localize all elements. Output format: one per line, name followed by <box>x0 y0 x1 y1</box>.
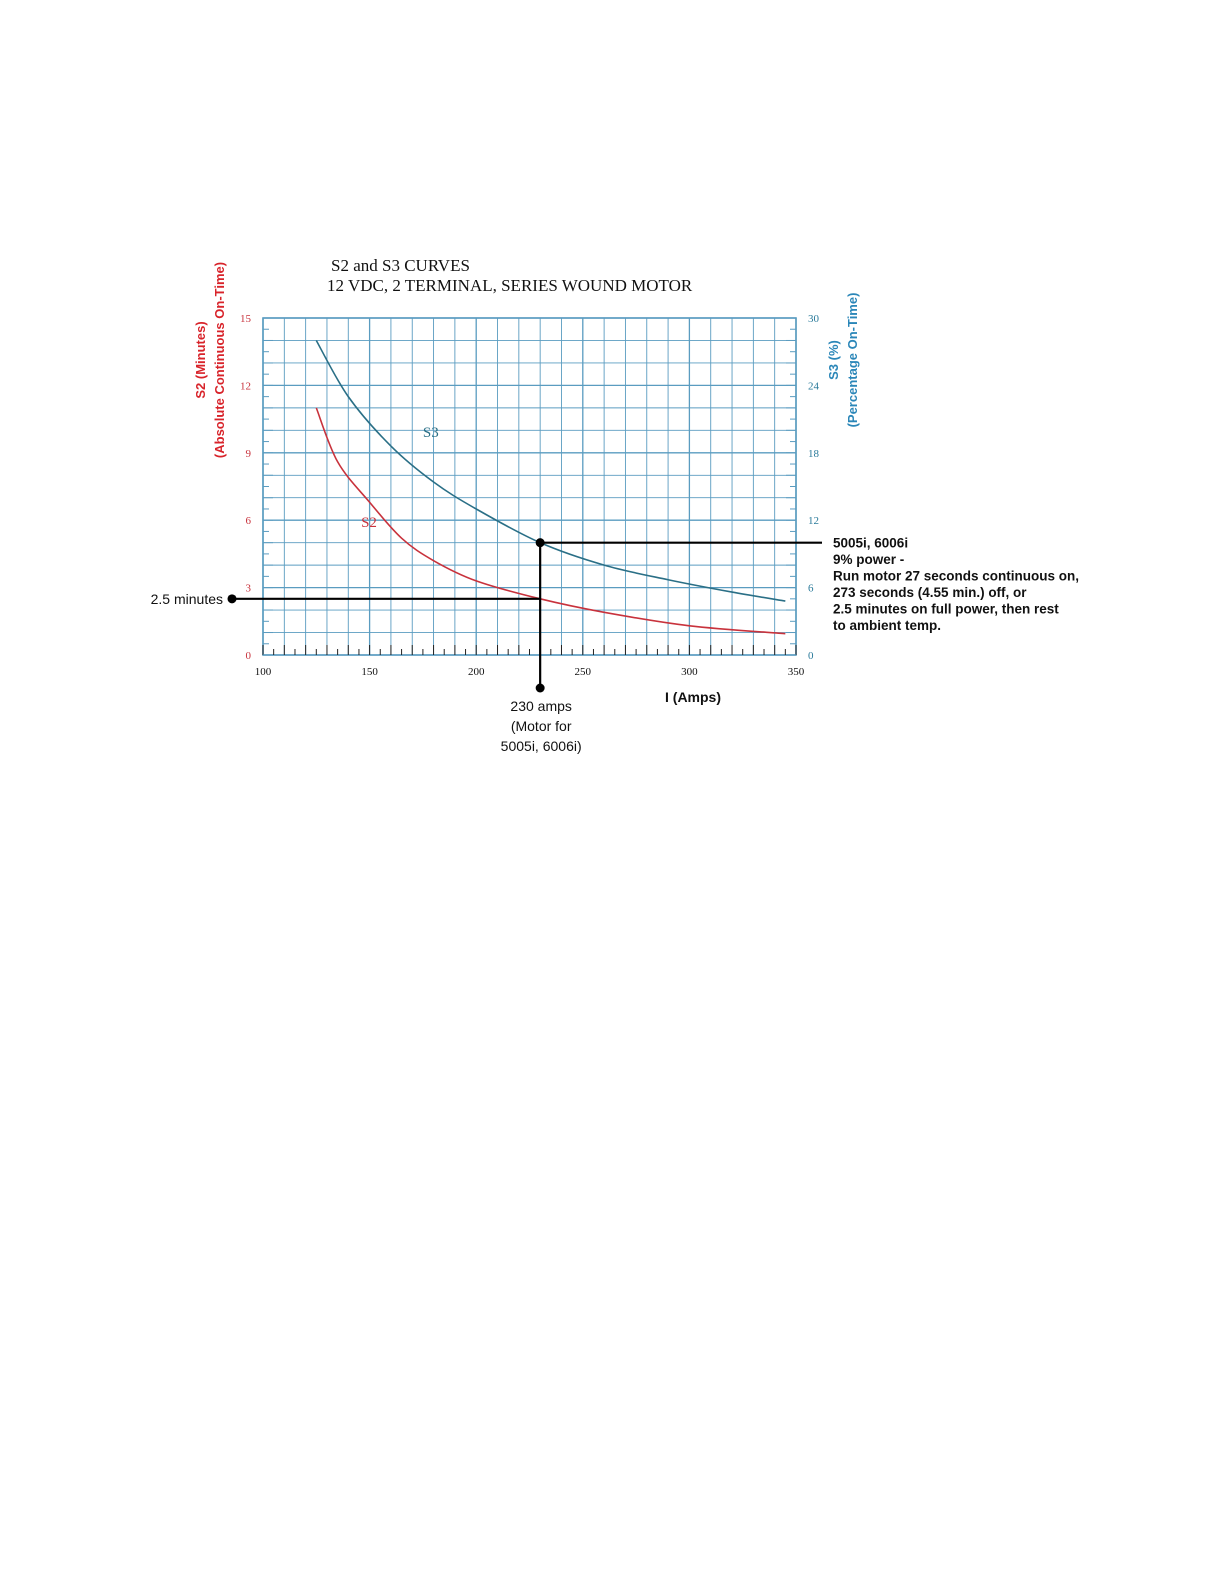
y-left-tick-label: 0 <box>246 650 252 662</box>
y-left-tick-label: 12 <box>240 380 251 392</box>
y-left-tick-label: 15 <box>240 313 252 325</box>
y-left-tick-label: 6 <box>246 515 252 527</box>
y-left-tick-label: 9 <box>246 448 252 460</box>
x-tick-label: 100 <box>255 666 272 678</box>
x-marker-bottom-dot <box>535 683 545 693</box>
s3-marker-note-line: 273 seconds (4.55 min.) off, or <box>833 585 1027 600</box>
x-axis-label: I (Amps) <box>665 689 721 705</box>
grid <box>262 317 797 656</box>
y-right-tick-label: 6 <box>808 583 814 595</box>
x-tick-label: 300 <box>681 666 698 678</box>
y-left-tick-label: 3 <box>246 583 252 595</box>
x-tick-label: 250 <box>575 666 592 678</box>
series-label-s2: S2 <box>361 515 377 531</box>
series-label-s3: S3 <box>423 425 439 441</box>
series-line-s3 <box>315 340 786 602</box>
y-right-label-line2: (Percentage On-Time) <box>845 293 860 428</box>
y-left-label-line2: (Absolute Continuous On-Time) <box>212 262 227 458</box>
y-right-tick-label: 12 <box>808 515 819 527</box>
series-line-s2 <box>315 407 786 635</box>
y-right-tick-label: 0 <box>808 650 814 662</box>
chart-subtitle: 12 VDC, 2 TERMINAL, SERIES WOUND MOTOR <box>327 276 693 295</box>
x-marker-label-line: (Motor for <box>511 718 572 734</box>
y-right-tick-label: 24 <box>808 380 820 392</box>
series-lines: S2 S3 <box>315 340 786 635</box>
s3-marker-note-line: Run motor 27 seconds continuous on, <box>833 569 1079 584</box>
x-tick-label: 350 <box>788 666 805 678</box>
x-marker-label-line: 5005i, 6006i) <box>501 738 582 754</box>
y-right-tick-label: 18 <box>808 448 820 460</box>
chart-title: S2 and S3 CURVES <box>331 256 470 275</box>
y-right-label-line1: S3 (%) <box>826 340 841 380</box>
x-tick-label: 200 <box>468 666 485 678</box>
plot-frame <box>262 317 797 656</box>
s3-marker-note-line: 9% power - <box>833 552 904 567</box>
x-marker-label-line: 230 amps <box>510 698 571 714</box>
s3-marker-note-line: 2.5 minutes on full power, then rest <box>833 602 1059 617</box>
s3-marker-note-line: to ambient temp. <box>833 618 941 633</box>
x-tick-label: 150 <box>361 666 378 678</box>
y-left-label-line1: S2 (Minutes) <box>193 321 208 398</box>
s2-marker-dot <box>227 594 237 604</box>
y-right-tick-label: 30 <box>808 313 820 325</box>
s3-marker-note-line: 5005i, 6006i <box>833 536 908 551</box>
s2-marker-label: 2.5 minutes <box>151 591 223 607</box>
